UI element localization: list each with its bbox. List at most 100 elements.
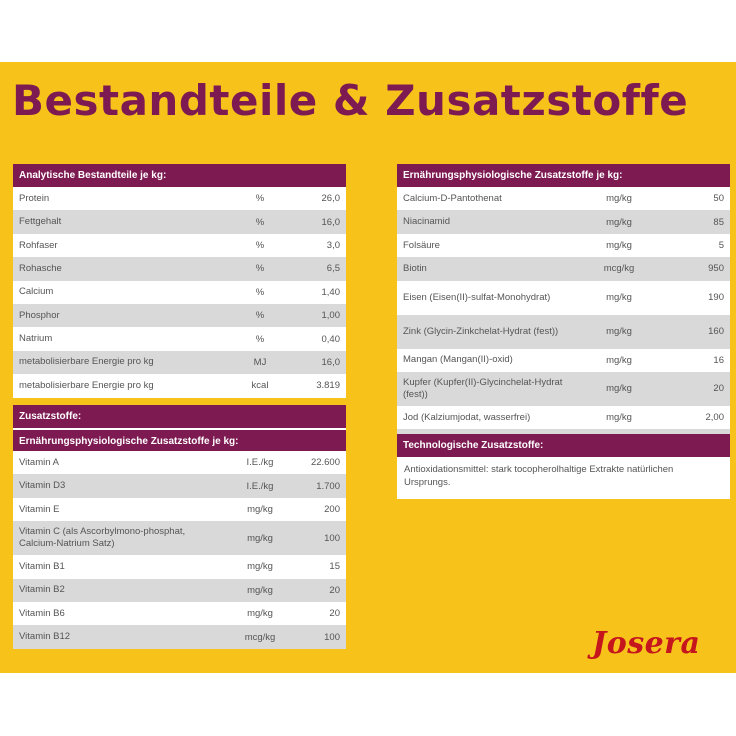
row-name: Vitamin B1	[19, 560, 65, 572]
row-name: Natrium	[19, 333, 53, 345]
row-value: 1,00	[321, 310, 341, 322]
table-row: Biotin mcg/kg 950	[397, 257, 730, 281]
row-name: Eisen (Eisen(II)-sulfat-Monohydrat)	[403, 291, 551, 303]
row-name: Calcium	[19, 286, 54, 298]
brand-logo: Josera	[592, 626, 701, 661]
row-value: 50	[713, 193, 724, 205]
row-value: 85	[713, 216, 724, 228]
table-row: Phosphor% 1,00	[13, 303, 346, 328]
row-value: 0,40	[321, 333, 341, 345]
table-row: Vitamin C (als Ascorbylmono-phosphat, Ca…	[13, 521, 346, 556]
table-row: Eisen (Eisen(II)-sulfat-Monohydrat) mg/kg…	[397, 280, 730, 315]
table-row: Natrium% 0,40	[13, 327, 346, 351]
row-name: Zink (Glycin-Zinkchelat-Hydrat (fest))	[403, 325, 559, 337]
row-unit: I.E./kg	[246, 480, 274, 492]
row-value: 100	[324, 631, 340, 643]
table-row: Vitamin B2 mg/kg 20	[13, 578, 346, 602]
row-value: 3.819	[316, 380, 340, 392]
row-value: 190	[708, 292, 724, 304]
row-value: 200	[324, 503, 340, 515]
table-row: Kupfer (Kupfer(II)-Glycinchelat-Hydrat (…	[397, 371, 730, 406]
table-row: metabolisierbare Energie pro kg kcal 3.819	[13, 374, 346, 398]
row-value: 20	[713, 383, 724, 395]
table-row: Rohfaser% 3,0	[13, 233, 346, 258]
row-value: 6,5	[326, 263, 340, 275]
table-row: Vitamin B12 mcg/kg 100	[13, 625, 346, 649]
table-row: Protein% 26,0	[13, 187, 346, 211]
row-unit: mg/kg	[606, 193, 632, 205]
table-row: Zink (Glycin-Zinkchelat-Hydrat (fest)) mg…	[397, 314, 730, 349]
row-unit: mcg/kg	[603, 263, 635, 275]
row-unit: mg/kg	[606, 354, 632, 366]
row-unit: %	[255, 239, 265, 251]
row-name: Vitamin C (als Ascorbylmono-phosphat, Ca…	[19, 526, 186, 550]
row-unit: mg/kg	[247, 503, 273, 515]
table-row: Calcium% 1,40	[13, 280, 346, 304]
row-value: 26,0	[321, 193, 341, 205]
row-value: 16,0	[321, 356, 341, 368]
row-value: 1,40	[321, 286, 341, 298]
row-name: Vitamin B2	[19, 584, 65, 596]
table-row: Jod (Kalziumjodat, wasserfrei) mg/kg 2,00	[397, 405, 730, 430]
row-value: 3,0	[326, 239, 340, 251]
additives-header: Zusatzstoffe:	[13, 405, 346, 428]
row-value: 15	[329, 561, 340, 573]
row-name: metabolisierbare Energie pro kg	[19, 356, 154, 368]
row-unit: mg/kg	[606, 216, 632, 228]
table-row: Fettgehalt% 16,0	[13, 210, 346, 234]
table-row: Folsäure mg/kg 5	[397, 233, 730, 258]
nutritional-header: Ernährungsphysiologische Zusatzstoffe je…	[397, 164, 730, 187]
row-unit: %	[255, 333, 265, 345]
row-value: 1.700	[316, 480, 340, 492]
row-unit: %	[255, 216, 265, 228]
row-name: Calcium-D-Pantothenat	[403, 192, 502, 204]
row-unit: MJ	[253, 356, 267, 368]
table-row: Vitamin E mg/kg 200	[13, 497, 346, 522]
row-name: Folsäure	[403, 239, 440, 251]
table-row: Vitamin B6 mg/kg 20	[13, 601, 346, 626]
table-row: Vitamin D3 I.E./kg 1.700	[13, 474, 346, 498]
table-row: Mangan (Mangan(II)-oxid) mg/kg 16	[397, 348, 730, 372]
row-value: 20	[329, 584, 340, 596]
row-unit: mcg/kg	[244, 631, 276, 643]
row-unit: mg/kg	[606, 326, 632, 338]
row-value: 20	[329, 608, 340, 620]
row-name: Rohasche	[19, 262, 62, 274]
row-unit: I.E./kg	[246, 457, 274, 469]
row-unit: mg/kg	[247, 584, 273, 596]
row-value: 16,0	[321, 216, 341, 228]
row-name: Phosphor	[19, 309, 60, 321]
row-name: Rohfaser	[19, 239, 58, 251]
row-name: Mangan (Mangan(II)-oxid)	[403, 354, 513, 366]
nutritional-table: Ernährungsphysiologische Zusatzstoffe je…	[397, 164, 730, 453]
row-unit: mg/kg	[606, 239, 632, 251]
page-title: Bestandteile & Zusatzstoffe	[12, 76, 689, 125]
row-unit: kcal	[251, 380, 269, 392]
row-name: Fettgehalt	[19, 216, 62, 228]
row-value: 16	[713, 354, 724, 366]
analytical-header: Analytische Bestandteile je kg:	[13, 164, 346, 187]
row-name: Vitamin E	[19, 503, 60, 515]
row-unit: mg/kg	[606, 383, 632, 395]
row-name: Jod (Kalziumjodat, wasserfrei)	[403, 411, 531, 423]
table-row: Vitamin B1 mg/kg 15	[13, 555, 346, 579]
row-name: Niacinamid	[403, 216, 450, 228]
row-name: Kupfer (Kupfer(II)-Glycinchelat-Hydrat (…	[403, 377, 563, 400]
additives-subheader: Ernährungsphysiologische Zusatzstoffe je…	[13, 428, 346, 451]
table-row: metabolisierbare Energie pro kg MJ 16,0	[13, 350, 346, 375]
row-name: Biotin	[403, 262, 427, 274]
row-name: Vitamin A	[19, 456, 59, 468]
technological-text: Antioxidationsmittel: stark tocopherolha…	[397, 457, 730, 499]
row-value: 22.600	[310, 457, 340, 469]
row-unit: mg/kg	[606, 292, 632, 304]
technological-header: Technologische Zusatzstoffe:	[397, 434, 730, 457]
additives-table: Zusatzstoffe: Ernährungsphysiologische Z…	[13, 405, 346, 649]
row-unit: mg/kg	[606, 412, 632, 424]
table-row: Vitamin A I.E./kg 22.600	[13, 451, 346, 475]
row-value: 5	[718, 239, 724, 251]
row-unit: %	[255, 310, 265, 322]
row-value: 2,00	[705, 412, 725, 424]
row-unit: mg/kg	[247, 561, 273, 573]
technological-table: Technologische Zusatzstoffe: Antioxidati…	[397, 434, 730, 499]
row-unit: %	[255, 286, 265, 298]
